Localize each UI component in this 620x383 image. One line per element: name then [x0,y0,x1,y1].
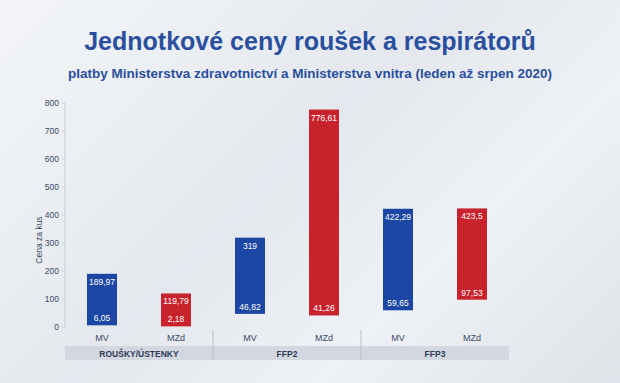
data-label: 46,82 [239,302,261,312]
y-tick [62,327,65,328]
y-tick-label: 400 [45,210,59,220]
group-label: FFP3 [425,349,446,359]
page: {"chart_data": {"type": "bar", "title": … [0,0,620,383]
y-tick [62,215,65,216]
data-label: 423,5 [461,211,483,221]
y-tick-label: 0 [54,322,59,332]
data-label: 59,65 [387,298,409,308]
chart: Jednotkové ceny roušek a respirátorů plat… [0,0,620,383]
y-tick [62,187,65,188]
bar [309,110,339,316]
bar [161,293,191,326]
bar [87,274,117,325]
y-tick [62,131,65,132]
group-label: FFP2 [277,349,298,359]
group-label: ROUŠKY/ÚSTENKY [99,348,179,359]
y-tick-label: 200 [45,266,59,276]
y-tick [62,299,65,300]
data-label: 422,29 [385,212,411,222]
x-tick-label: MV [243,333,257,343]
data-label: 6,05 [94,313,111,323]
subtitle: platby Ministerstva zdravotnictví a Mini… [68,66,552,81]
x-tick-label: MZd [463,333,481,343]
data-label: 189,97 [89,277,115,287]
y-tick-label: 700 [45,126,59,136]
y-tick-label: 300 [45,238,59,248]
y-tick [62,271,65,272]
x-tick-label: MZd [167,333,185,343]
data-label: 2,18 [168,314,185,324]
y-tick-label: 500 [45,182,59,192]
group-separator [213,330,214,360]
group-separator [361,330,362,360]
data-label: 319 [243,241,257,251]
y-tick [62,243,65,244]
y-axis-label: Cena za kus [34,216,44,263]
x-tick-label: MV [391,333,405,343]
x-tick-label: MV [95,333,109,343]
bars [87,110,487,327]
data-label: 119,79 [163,296,189,306]
data-label: 776,61 [311,113,337,123]
y-tick [62,159,65,160]
group-band [65,346,509,360]
title: Jednotkové ceny roušek a respirátorů [84,27,536,55]
x-tick-label: MZd [315,333,333,343]
data-label: 41,26 [313,303,335,313]
y-tick-label: 600 [45,154,59,164]
bar [457,208,487,299]
data-label: 97,53 [461,288,483,298]
y-tick-label: 100 [45,294,59,304]
y-tick [62,103,65,104]
bar [383,209,413,311]
y-tick-label: 800 [45,98,59,108]
bar [235,238,265,314]
